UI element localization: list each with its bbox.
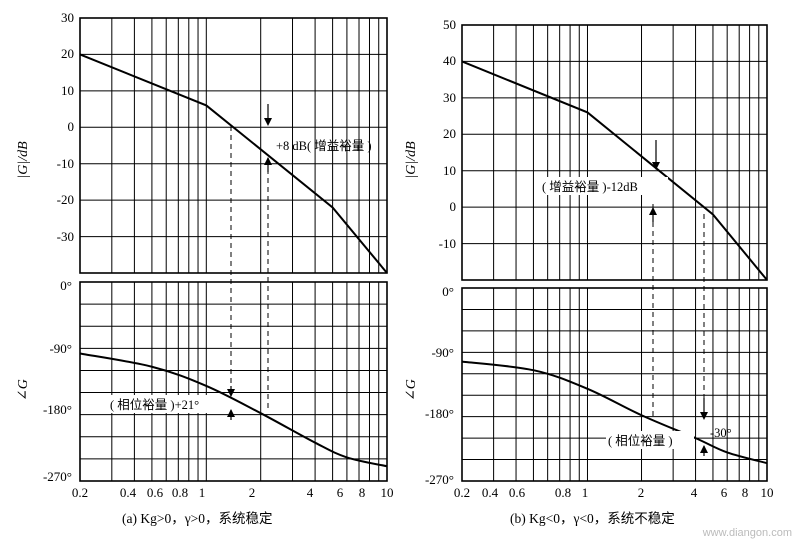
arrowhead: [700, 412, 708, 420]
panel-b-phase-frame: [461, 287, 768, 482]
y-tick-label: 0°: [442, 284, 454, 299]
y-tick-label: 20: [61, 46, 74, 61]
panel-a-magnitude-y-ticks: 30 20 10 0 -10 -20 -30: [57, 10, 74, 244]
panel-b-magnitude-y-ticks: 50 40 30 20 10 0 -10: [439, 17, 456, 251]
arrowhead: [227, 389, 235, 397]
y-tick-label: 10: [443, 163, 456, 178]
x-tick-label: 0.4: [120, 485, 137, 500]
x-tick-label: 6: [337, 485, 344, 500]
panel-a-phase-plot: 0° -90° -180° -270° ∠G: [16, 278, 388, 484]
x-tick-label: 4: [691, 485, 698, 500]
y-tick-label: 20: [443, 126, 456, 141]
x-tick-label: 0.6: [509, 485, 526, 500]
y-tick-label: -10: [439, 236, 456, 251]
x-tick-label: 10: [381, 485, 394, 500]
x-tick-label: 1: [582, 485, 589, 500]
panel-a-phase-frame: [79, 281, 388, 482]
panel-a-x-ticks: 0.2 0.4 0.6 0.8 1 2 4 6 8 10: [72, 485, 394, 500]
arrowhead: [264, 118, 272, 126]
panel-a-phase-curve: [79, 352, 388, 468]
panel-a-magnitude-y-axis-label: |G|/dB: [16, 141, 31, 179]
arrowhead: [227, 409, 235, 417]
y-tick-label: -10: [57, 156, 74, 171]
watermark: www.diangon.com: [702, 527, 792, 539]
panel-b-magnitude-y-axis-label: |G|/dB: [404, 141, 419, 179]
y-tick-label: 30: [61, 10, 74, 25]
x-tick-label: 0.8: [172, 485, 188, 500]
gain-margin-label: +8 dB( 增益裕量 ): [276, 138, 372, 153]
panel-b-caption: (b) Kg<0，γ<0，系统不稳定: [510, 511, 675, 526]
panel-a-magnitude-curve: [79, 53, 388, 274]
y-tick-label: 0°: [60, 278, 72, 293]
panel-b-magnitude-plot: 50 40 30 20 10 0 -10 |G|/dB: [404, 17, 768, 281]
x-tick-label: 0.2: [72, 485, 88, 500]
phase-margin-label: ( 相位裕量 )+21°: [110, 397, 199, 412]
x-tick-label: 0.8: [555, 485, 571, 500]
y-tick-label: 50: [443, 17, 456, 32]
arrowhead: [649, 207, 657, 215]
panel-b-phase-y-axis-label: ∠G: [404, 379, 419, 401]
x-tick-label: 1: [199, 485, 206, 500]
panel-b-phase-y-ticks: 0° -90° -180° -270°: [425, 284, 454, 487]
panel-b-magnitude-frame: [461, 24, 768, 281]
panel-b-phase-grid: [461, 287, 768, 482]
y-tick-label: 0: [450, 199, 457, 214]
y-tick-label: 30: [443, 90, 456, 105]
y-tick-label: -270°: [43, 469, 72, 484]
panel-b-phase-curve: [461, 360, 768, 465]
panel-a-phase-y-ticks: 0° -90° -180° -270°: [43, 278, 72, 484]
gain-margin-label: ( 增益裕量 )-12dB: [542, 179, 638, 194]
phase-margin-label-bg: [108, 395, 220, 413]
y-tick-label: -20: [57, 192, 74, 207]
y-tick-label: 0: [68, 119, 75, 134]
x-tick-label: 8: [359, 485, 366, 500]
y-tick-label: 10: [61, 83, 74, 98]
panel-b-annotations: ( 增益裕量 )-12dB ( 相位裕量 ) -30°: [540, 140, 732, 456]
panel-a-annotations: +8 dB( 增益裕量 ) ( 相位裕量 )+21°: [108, 104, 372, 420]
x-tick-label: 6: [721, 485, 728, 500]
panel-a: 30 20 10 0 -10 -20 -30 |G|/dB 0° -90° -1…: [16, 10, 394, 526]
gain-margin-label-bg: [540, 177, 668, 195]
arrowhead: [700, 445, 708, 453]
y-tick-label: -180°: [43, 402, 72, 417]
y-tick-label: -180°: [425, 406, 454, 421]
arrowhead: [652, 162, 660, 170]
x-tick-label: 10: [761, 485, 774, 500]
x-tick-label: 4: [307, 485, 314, 500]
x-tick-label: 2: [638, 485, 645, 500]
x-tick-label: 0.6: [147, 485, 164, 500]
y-tick-label: -270°: [425, 472, 454, 487]
panel-b-magnitude-grid: [461, 24, 768, 281]
phase-margin-value: -30°: [710, 426, 732, 440]
panel-a-magnitude-plot: 30 20 10 0 -10 -20 -30 |G|/dB: [16, 10, 388, 274]
phase-margin-label-bg: [606, 431, 694, 449]
y-tick-label: -30: [57, 229, 74, 244]
panel-b-magnitude-curve: [461, 60, 768, 281]
panel-b-phase-plot: 0° -90° -180° -270° ∠G: [404, 284, 768, 487]
panel-a-caption: (a) Kg>0，γ>0，系统稳定: [122, 511, 273, 526]
panel-b-x-ticks: 0.2 0.4 0.6 0.8 1 2 4 6 8 10: [454, 485, 774, 500]
y-tick-label: -90°: [431, 345, 454, 360]
y-tick-label: 40: [443, 53, 456, 68]
arrowhead: [264, 157, 272, 165]
x-tick-label: 8: [742, 485, 749, 500]
y-tick-label: -90°: [49, 341, 72, 356]
panel-b: 50 40 30 20 10 0 -10 |G|/dB 0° -90° -180…: [404, 17, 774, 526]
x-tick-label: 2: [249, 485, 256, 500]
panel-a-phase-grid: [79, 281, 388, 482]
panel-a-phase-y-axis-label: ∠G: [16, 379, 31, 401]
x-tick-label: 0.2: [454, 485, 470, 500]
panel-a-magnitude-frame: [79, 17, 388, 274]
phase-margin-label: ( 相位裕量 ): [608, 433, 673, 448]
x-tick-label: 0.4: [482, 485, 499, 500]
